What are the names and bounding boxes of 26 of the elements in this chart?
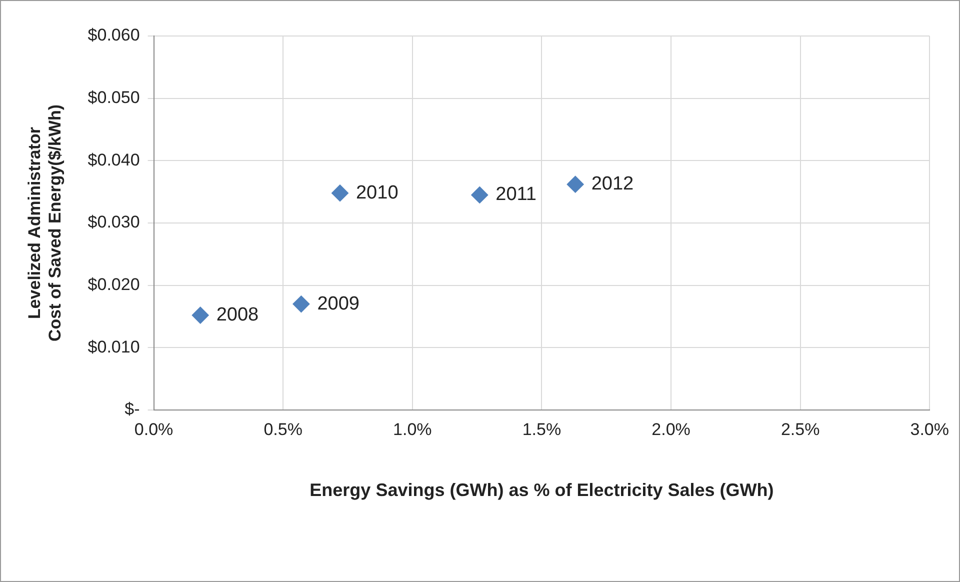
annotation: 2012 xyxy=(591,174,634,195)
x-tick-label: 3.0% xyxy=(910,420,949,439)
y-tick-label: $- xyxy=(124,400,140,419)
y-tick-label: $0.020 xyxy=(88,275,140,294)
y-tick-label: $0.040 xyxy=(88,150,140,170)
x-tick-label: 2.0% xyxy=(652,420,690,439)
annotation: 2011 xyxy=(496,184,537,206)
y-tick-label: $0.050 xyxy=(88,88,140,108)
annotation: 2008 xyxy=(216,304,259,326)
x-axis-title: Energy Savings (GWh) as % of Electricity Sales (GWh) xyxy=(310,480,774,500)
y-axis-title: Levelized Administrator Cost of Saved Energy($/kWh) xyxy=(24,104,64,342)
x-tick-label: 1.0% xyxy=(393,420,432,439)
annotation: 2010 xyxy=(356,182,398,204)
x-tick-label: 0.5% xyxy=(264,420,302,439)
annotation: 2009 xyxy=(317,293,360,314)
x-tick-label: 2.5% xyxy=(780,420,820,439)
point xyxy=(566,176,584,193)
point xyxy=(292,296,310,313)
point xyxy=(471,186,488,204)
y-tick-label: $0.030 xyxy=(88,212,140,232)
y-tick-label: $0.010 xyxy=(88,337,140,356)
x-tick-label: 0.0% xyxy=(134,420,174,439)
point xyxy=(192,306,209,324)
x-tick-label: 1.5% xyxy=(522,420,562,439)
y-tick-label: $0.060 xyxy=(88,26,140,45)
point xyxy=(331,184,348,202)
